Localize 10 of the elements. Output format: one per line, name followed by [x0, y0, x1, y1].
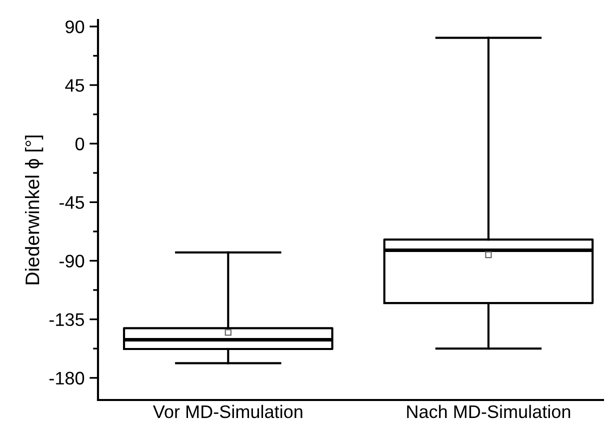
- y-tick-label: 90: [66, 20, 84, 34]
- x-tick-label: Nach MD-Simulation: [407, 404, 570, 418]
- y-tick-label: 0: [75, 138, 84, 150]
- y-axis-title: Diederwinkel ϕ [°]: [24, 136, 44, 284]
- y-tick-label: -180: [49, 372, 84, 385]
- y-tick-label: -90: [60, 254, 84, 268]
- x-tick-label: Vor MD-Simulation: [152, 404, 302, 418]
- y-tick-label: -135: [49, 313, 84, 326]
- y-tick-label: -45: [60, 196, 84, 209]
- y-tick-label: 45: [65, 79, 84, 92]
